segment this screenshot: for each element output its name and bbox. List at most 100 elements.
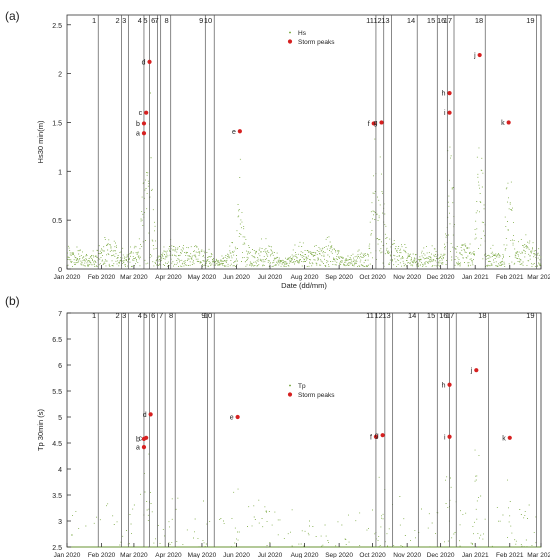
storm-line-label: 4 [138, 16, 142, 25]
x-tick-label: Nov 2020 [393, 552, 421, 558]
y-axis-label: Tp 30min (s) [36, 408, 45, 451]
x-tick-label: Sep 2020 [325, 274, 353, 281]
x-tick-label: Feb 2021 [496, 274, 524, 281]
storm-line-label: 2 [115, 311, 119, 320]
series-dots [67, 449, 542, 548]
y-tick-label: 7 [58, 311, 62, 318]
x-tick-label: Jan 2020 [54, 552, 81, 558]
storm-line-label: 10 [204, 311, 212, 320]
y-tick-label: 0 [58, 267, 62, 274]
storm-peak-marker [141, 131, 147, 136]
storm-line-label: 11 [366, 311, 374, 320]
x-axis-label: Date (dd/mm) [281, 281, 327, 290]
series-dots [67, 92, 542, 268]
storm-peak-label: j [473, 53, 476, 60]
legend-label: Tp [298, 383, 306, 390]
x-tick-label: May 2020 [188, 274, 217, 281]
legend: Tp Storm peaks [287, 383, 335, 399]
legend-label: Storm peaks [298, 392, 335, 399]
x-tick-label: Jan 2021 [462, 552, 489, 558]
storm-peak-label: a [136, 445, 140, 452]
legend-label: Storm peaks [298, 39, 335, 46]
storm-peak-label: h [442, 91, 446, 98]
storm-line-label: 2 [115, 16, 119, 25]
y-tick-label: 2.5 [52, 545, 62, 552]
storm-peak-marker [380, 433, 385, 438]
y-tick-label: 6.5 [52, 337, 62, 344]
storm-peak-label: h [442, 382, 446, 389]
y-axis-label: Hs30 min(m) [36, 120, 45, 163]
storm-line-label: 3 [122, 311, 126, 320]
panel-b: (b) 2.5 3 3.5 4 4.5 5 5.5 6 6.5 7 Jan 2020 Feb 2020 M… [5, 294, 550, 558]
storm-peak-marker [237, 129, 242, 134]
x-tick-label: May 2020 [188, 552, 217, 558]
panel-label: (a) [5, 9, 20, 23]
storm-line-label: 1 [92, 311, 96, 320]
y-tick-label: 1.5 [52, 120, 62, 127]
storm-peak-label: g [374, 120, 378, 127]
panel-label: (b) [5, 294, 20, 308]
legend-swatch [287, 392, 293, 397]
panel-a: (a) 0 0.5 1 1.5 2 2.5 Jan 2020 Feb 2020 Mar 2020 A… [5, 9, 550, 290]
x-tick-label: Dec 2020 [427, 552, 455, 558]
storm-line-label: 15 [427, 16, 435, 25]
legend-swatch [287, 39, 293, 44]
plot-frame [66, 14, 542, 270]
storm-line-label: 14 [407, 16, 415, 25]
storm-peak-label: c [139, 435, 143, 442]
x-tick-label: Feb 2020 [88, 274, 116, 281]
x-tick-label: Apr 2020 [155, 274, 182, 281]
storm-line-label: 17 [444, 16, 452, 25]
storm-line-label: 7 [159, 311, 163, 320]
storm-peak-marker [474, 368, 479, 373]
series-points [67, 92, 542, 268]
x-tick-label: Nov 2020 [393, 274, 421, 281]
storm-line-label: 13 [381, 16, 389, 25]
storm-peak-marker [371, 121, 376, 126]
storm-line-label: 18 [478, 311, 486, 320]
storm-peak-label: f [368, 121, 370, 128]
x-tick-label: Jun 2020 [223, 552, 250, 558]
legend-label: Hs [298, 30, 307, 37]
storm-peak-marker [235, 414, 240, 420]
series-points [67, 449, 542, 548]
storm-line-label: 18 [475, 16, 483, 25]
storm-peak-label: f [370, 434, 372, 441]
x-tick-label: Sep 2020 [325, 552, 353, 558]
storm-peak-marker [148, 412, 153, 417]
x-tick-label: Mar 2021 [527, 552, 550, 558]
storm-peak-marker [447, 110, 452, 115]
plot-frame [66, 312, 542, 548]
y-tick-label: 5 [58, 415, 62, 422]
x-tick-label: Mar 2021 [527, 274, 550, 281]
storm-line-label: 3 [122, 16, 126, 25]
storm-peak-label: e [230, 415, 234, 422]
legend: Hs Storm peaks [287, 30, 335, 46]
storm-peak-label: c [139, 110, 143, 117]
storm-line-label: 6 [151, 16, 155, 25]
storm-line-label: 1 [92, 16, 96, 25]
y-tick-label: 3 [58, 519, 62, 526]
storm-line-label: 10 [204, 16, 212, 25]
storm-peak-label: e [232, 129, 236, 136]
storm-line-label: 9 [201, 311, 205, 320]
storm-peak-label: a [136, 131, 140, 138]
storm-line-label: 4 [138, 311, 142, 320]
x-tick-label: Oct 2020 [359, 274, 386, 281]
storm-line-label: 12 [373, 16, 381, 25]
storm-peak-label: k [501, 120, 505, 127]
storm-peak-label: j [470, 368, 473, 375]
storm-peak-marker [147, 59, 152, 64]
x-tick-label: Jun 2020 [223, 274, 250, 281]
x-tick-label: Jul 2020 [258, 274, 283, 281]
storm-line-label: 8 [169, 311, 173, 320]
storm-peak-marker [447, 91, 452, 96]
storm-peak-marker [507, 435, 512, 440]
y-tick-label: 0.5 [52, 218, 62, 225]
x-tick-label: Feb 2021 [496, 552, 524, 558]
y-tick-label: 4.5 [52, 441, 62, 448]
x-tick-label: Dec 2020 [427, 274, 455, 281]
storm-line-label: 17 [446, 311, 454, 320]
y-tick-label: 2.5 [52, 23, 62, 30]
